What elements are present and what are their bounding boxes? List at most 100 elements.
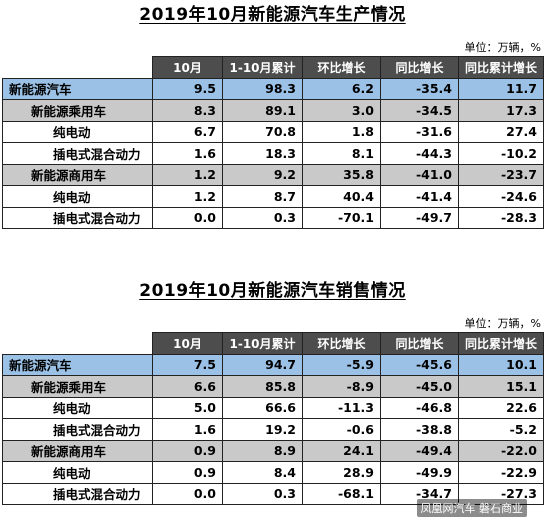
table-cell: -0.6 bbox=[302, 418, 381, 441]
table-cell: 9.2 bbox=[222, 163, 303, 186]
table-cell: 7.5 bbox=[152, 353, 223, 376]
production-unit: 单位：万辆，% bbox=[464, 41, 541, 54]
table-row: 纯电动 6.7 70.8 1.8 -31.6 27.4 bbox=[2, 120, 544, 143]
table-cell: 1.2 bbox=[152, 163, 223, 186]
table-cell: 40.4 bbox=[302, 185, 381, 208]
table-cell: -44.3 bbox=[380, 142, 459, 165]
table-row: 纯电动 5.0 66.6 -11.3 -46.8 22.6 bbox=[2, 396, 544, 419]
table-cell: 18.3 bbox=[222, 142, 303, 165]
table-cell: 6.7 bbox=[152, 120, 223, 143]
table-cell: 0.9 bbox=[152, 439, 223, 462]
table-header-row: 10月 1-10月累计 环比增长 同比增长 同比累计增长 bbox=[2, 332, 544, 355]
sales-table: 10月 1-10月累计 环比增长 同比增长 同比累计增长 新能源汽车 7.5 9… bbox=[2, 332, 544, 505]
table-cell: 1.6 bbox=[152, 142, 223, 165]
production-section: 2019年10月新能源汽车生产情况 单位：万辆，% 10月 1-10月累计 环比… bbox=[0, 4, 545, 229]
table-cell: 28.9 bbox=[302, 461, 381, 484]
table-cell: -45.6 bbox=[380, 353, 459, 376]
table-cell: 6.6 bbox=[152, 375, 223, 398]
table-cell: 89.1 bbox=[222, 99, 303, 122]
table-cell: -24.6 bbox=[458, 185, 544, 208]
table-cell: -10.2 bbox=[458, 142, 544, 165]
row-label: 新能源乘用车 bbox=[2, 99, 153, 122]
table-cell: 15.1 bbox=[458, 375, 544, 398]
table-cell: -45.0 bbox=[380, 375, 459, 398]
table-row: 插电式混合动力 1.6 18.3 8.1 -44.3 -10.2 bbox=[2, 142, 544, 165]
row-label: 新能源商用车 bbox=[2, 163, 153, 186]
table-cell: 1.6 bbox=[152, 418, 223, 441]
production-table: 10月 1-10月累计 环比增长 同比增长 同比累计增长 新能源汽车 9.5 9… bbox=[2, 56, 544, 229]
sales-section: 2019年10月新能源汽车销售情况 单位：万辆，% 10月 1-10月累计 环比… bbox=[0, 280, 545, 505]
table-row: 新能源商用车 0.9 8.9 24.1 -49.4 -22.0 bbox=[2, 439, 544, 462]
row-label: 新能源汽车 bbox=[2, 77, 153, 100]
table-cell: 0.0 bbox=[152, 482, 223, 505]
table-cell: -41.0 bbox=[380, 163, 459, 186]
table-cell: 8.4 bbox=[222, 461, 303, 484]
header-blank bbox=[2, 56, 153, 79]
table-cell: -35.4 bbox=[380, 77, 459, 100]
table-cell: 66.6 bbox=[222, 396, 303, 419]
table-cell: -70.1 bbox=[302, 206, 381, 229]
table-cell: -34.5 bbox=[380, 99, 459, 122]
production-title: 2019年10月新能源汽车生产情况 bbox=[139, 5, 406, 25]
table-cell: -31.6 bbox=[380, 120, 459, 143]
table-cell: 85.8 bbox=[222, 375, 303, 398]
table-row: 新能源汽车 9.5 98.3 6.2 -35.4 11.7 bbox=[2, 77, 544, 100]
header-cell: 同比累计增长 bbox=[458, 56, 544, 79]
header-cell: 1-10月累计 bbox=[222, 332, 303, 355]
table-row: 新能源汽车 7.5 94.7 -5.9 -45.6 10.1 bbox=[2, 353, 544, 376]
table-cell: 11.7 bbox=[458, 77, 544, 100]
header-cell: 环比增长 bbox=[302, 56, 381, 79]
header-cell: 同比累计增长 bbox=[458, 332, 544, 355]
table-cell: -22.9 bbox=[458, 461, 544, 484]
table-cell: 94.7 bbox=[222, 353, 303, 376]
header-cell: 10月 bbox=[152, 332, 223, 355]
table-row: 新能源商用车 1.2 9.2 35.8 -41.0 -23.7 bbox=[2, 163, 544, 186]
row-label: 新能源汽车 bbox=[2, 353, 153, 376]
table-cell: 98.3 bbox=[222, 77, 303, 100]
table-cell: -34.7 bbox=[380, 482, 459, 505]
row-label: 插电式混合动力 bbox=[2, 482, 153, 505]
table-row: 插电式混合动力 0.0 0.3 -70.1 -49.7 -28.3 bbox=[2, 206, 544, 229]
table-cell: 1.8 bbox=[302, 120, 381, 143]
table-row: 新能源乘用车 8.3 89.1 3.0 -34.5 17.3 bbox=[2, 99, 544, 122]
table-cell: -49.7 bbox=[380, 206, 459, 229]
table-cell: 5.0 bbox=[152, 396, 223, 419]
table-cell: 9.5 bbox=[152, 77, 223, 100]
table-cell: 1.2 bbox=[152, 185, 223, 208]
table-cell: 19.2 bbox=[222, 418, 303, 441]
header-cell: 同比增长 bbox=[380, 332, 459, 355]
table-cell: 10.1 bbox=[458, 353, 544, 376]
row-label: 插电式混合动力 bbox=[2, 418, 153, 441]
table-cell: 0.0 bbox=[152, 206, 223, 229]
table-cell: 27.4 bbox=[458, 120, 544, 143]
table-cell: 0.9 bbox=[152, 461, 223, 484]
header-cell: 1-10月累计 bbox=[222, 56, 303, 79]
header-cell: 环比增长 bbox=[302, 332, 381, 355]
row-label: 新能源乘用车 bbox=[2, 375, 153, 398]
table-row: 插电式混合动力 0.0 0.3 -68.1 -34.7 -27.3 bbox=[2, 482, 544, 505]
table-cell: -11.3 bbox=[302, 396, 381, 419]
table-cell: -46.8 bbox=[380, 396, 459, 419]
table-header-row: 10月 1-10月累计 环比增长 同比增长 同比累计增长 bbox=[2, 56, 544, 79]
table-row: 插电式混合动力 1.6 19.2 -0.6 -38.8 -5.2 bbox=[2, 418, 544, 441]
table-cell: 0.3 bbox=[222, 206, 303, 229]
table-cell: -41.4 bbox=[380, 185, 459, 208]
header-cell: 同比增长 bbox=[380, 56, 459, 79]
table-cell: -49.9 bbox=[380, 461, 459, 484]
table-row: 纯电动 1.2 8.7 40.4 -41.4 -24.6 bbox=[2, 185, 544, 208]
header-blank bbox=[2, 332, 153, 355]
table-cell: 35.8 bbox=[302, 163, 381, 186]
row-label: 纯电动 bbox=[2, 185, 153, 208]
table-cell: 0.3 bbox=[222, 482, 303, 505]
table-cell: 3.0 bbox=[302, 99, 381, 122]
table-cell: 8.9 bbox=[222, 439, 303, 462]
table-cell: 70.8 bbox=[222, 120, 303, 143]
sales-unit: 单位：万辆，% bbox=[464, 317, 541, 330]
row-label: 插电式混合动力 bbox=[2, 206, 153, 229]
header-cell: 10月 bbox=[152, 56, 223, 79]
table-cell: 6.2 bbox=[302, 77, 381, 100]
table-cell: 17.3 bbox=[458, 99, 544, 122]
table-cell: -22.0 bbox=[458, 439, 544, 462]
row-label: 新能源商用车 bbox=[2, 439, 153, 462]
table-cell: -23.7 bbox=[458, 163, 544, 186]
